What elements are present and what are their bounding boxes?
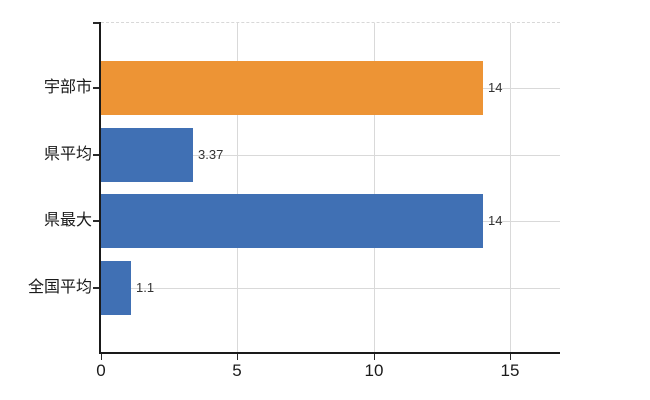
x-axis-tick — [101, 354, 102, 360]
value-label: 3.37 — [198, 147, 224, 162]
horizontal-gridline — [101, 155, 560, 156]
x-tick-label: 0 — [96, 361, 106, 380]
category-label: 県平均 — [43, 146, 92, 163]
y-axis-tick — [93, 220, 99, 222]
y-axis-tick — [93, 87, 99, 89]
plot-top-border — [101, 22, 560, 23]
category-label: 全国平均 — [27, 279, 92, 296]
x-axis-tick — [237, 354, 238, 360]
x-tick-label: 5 — [232, 361, 242, 380]
value-label: 14 — [488, 80, 503, 95]
x-tick-label: 10 — [364, 361, 384, 380]
x-axis-tick — [510, 354, 511, 360]
y-axis-tick — [93, 22, 99, 24]
category-label: 県最大 — [43, 212, 92, 229]
x-axis-tick — [374, 354, 375, 360]
bar-宇部市 — [101, 61, 483, 115]
y-axis-line — [99, 22, 101, 354]
vertical-gridline — [237, 23, 238, 352]
vertical-gridline — [510, 23, 511, 352]
x-tick-label: 15 — [500, 361, 520, 380]
value-label: 1.1 — [136, 280, 155, 295]
y-axis-tick — [93, 287, 99, 289]
bar-県平均 — [101, 128, 193, 182]
category-label: 宇部市 — [43, 79, 92, 96]
vertical-gridline — [374, 23, 375, 352]
horizontal-gridline — [101, 288, 560, 289]
bar-全国平均 — [101, 261, 131, 315]
bar-県最大 — [101, 194, 483, 248]
y-axis-tick — [93, 154, 99, 156]
value-label: 14 — [488, 213, 503, 228]
x-axis-line — [99, 352, 560, 354]
